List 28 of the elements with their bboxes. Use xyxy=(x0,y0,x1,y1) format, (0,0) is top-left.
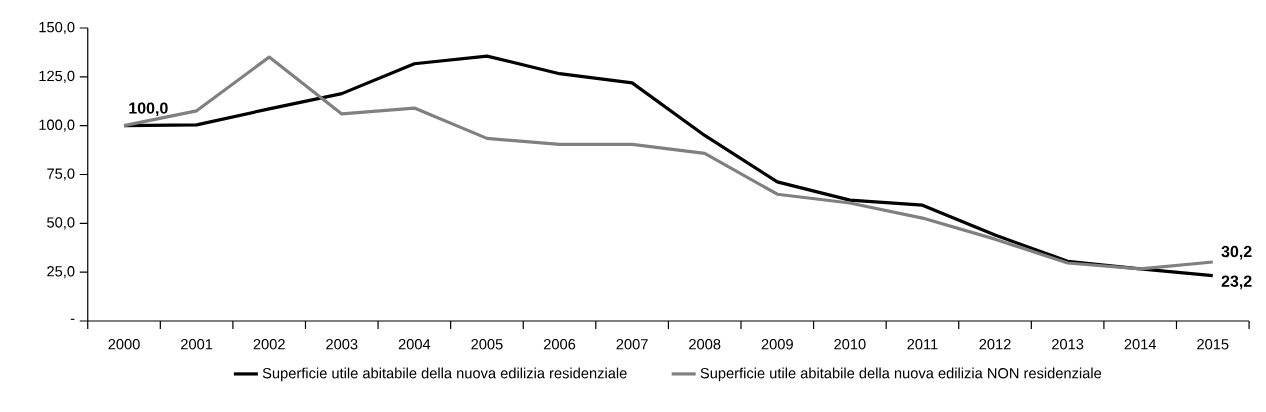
y-tick-label: 150,0 xyxy=(39,21,75,35)
x-tick-label: 2012 xyxy=(979,339,1011,350)
data-label: 100,0 xyxy=(129,102,168,117)
y-tick-label: 25,0 xyxy=(47,266,75,279)
x-tick-label: 2002 xyxy=(253,339,285,350)
x-tick-label: 2015 xyxy=(1197,339,1229,350)
y-tick-label: - xyxy=(70,318,75,320)
x-tick-label: 2007 xyxy=(616,339,648,350)
legend-label: Superficie utile abitabile della nuova edilizia NON residenziale xyxy=(700,367,1102,382)
x-tick-label: 2014 xyxy=(1124,339,1157,350)
y-tick-label: 125,0 xyxy=(39,70,75,83)
x-tick-label: 2011 xyxy=(907,339,938,350)
x-tick-label: 2004 xyxy=(398,339,431,350)
x-tick-label: 2005 xyxy=(471,339,503,350)
x-tick-label: 2000 xyxy=(108,339,140,350)
data-label: 30,2 xyxy=(1221,245,1252,260)
x-tick-label: 2010 xyxy=(834,339,866,350)
x-tick-label: 2003 xyxy=(326,339,358,350)
y-tick-label: 75,0 xyxy=(47,168,75,181)
x-tick-label: 2001 xyxy=(181,339,213,350)
x-tick-label: 2013 xyxy=(1052,339,1084,350)
x-tick-label: 2008 xyxy=(689,339,721,350)
data-label: 23,2 xyxy=(1221,275,1252,290)
y-tick-label: 100,0 xyxy=(39,119,75,132)
x-tick-label: 2006 xyxy=(543,339,576,350)
y-tick-label: 50,0 xyxy=(47,217,75,230)
x-tick-label: 2009 xyxy=(761,339,793,350)
legend-label: Superficie utile abitabile della nuova edilizia residenziale xyxy=(262,367,627,382)
